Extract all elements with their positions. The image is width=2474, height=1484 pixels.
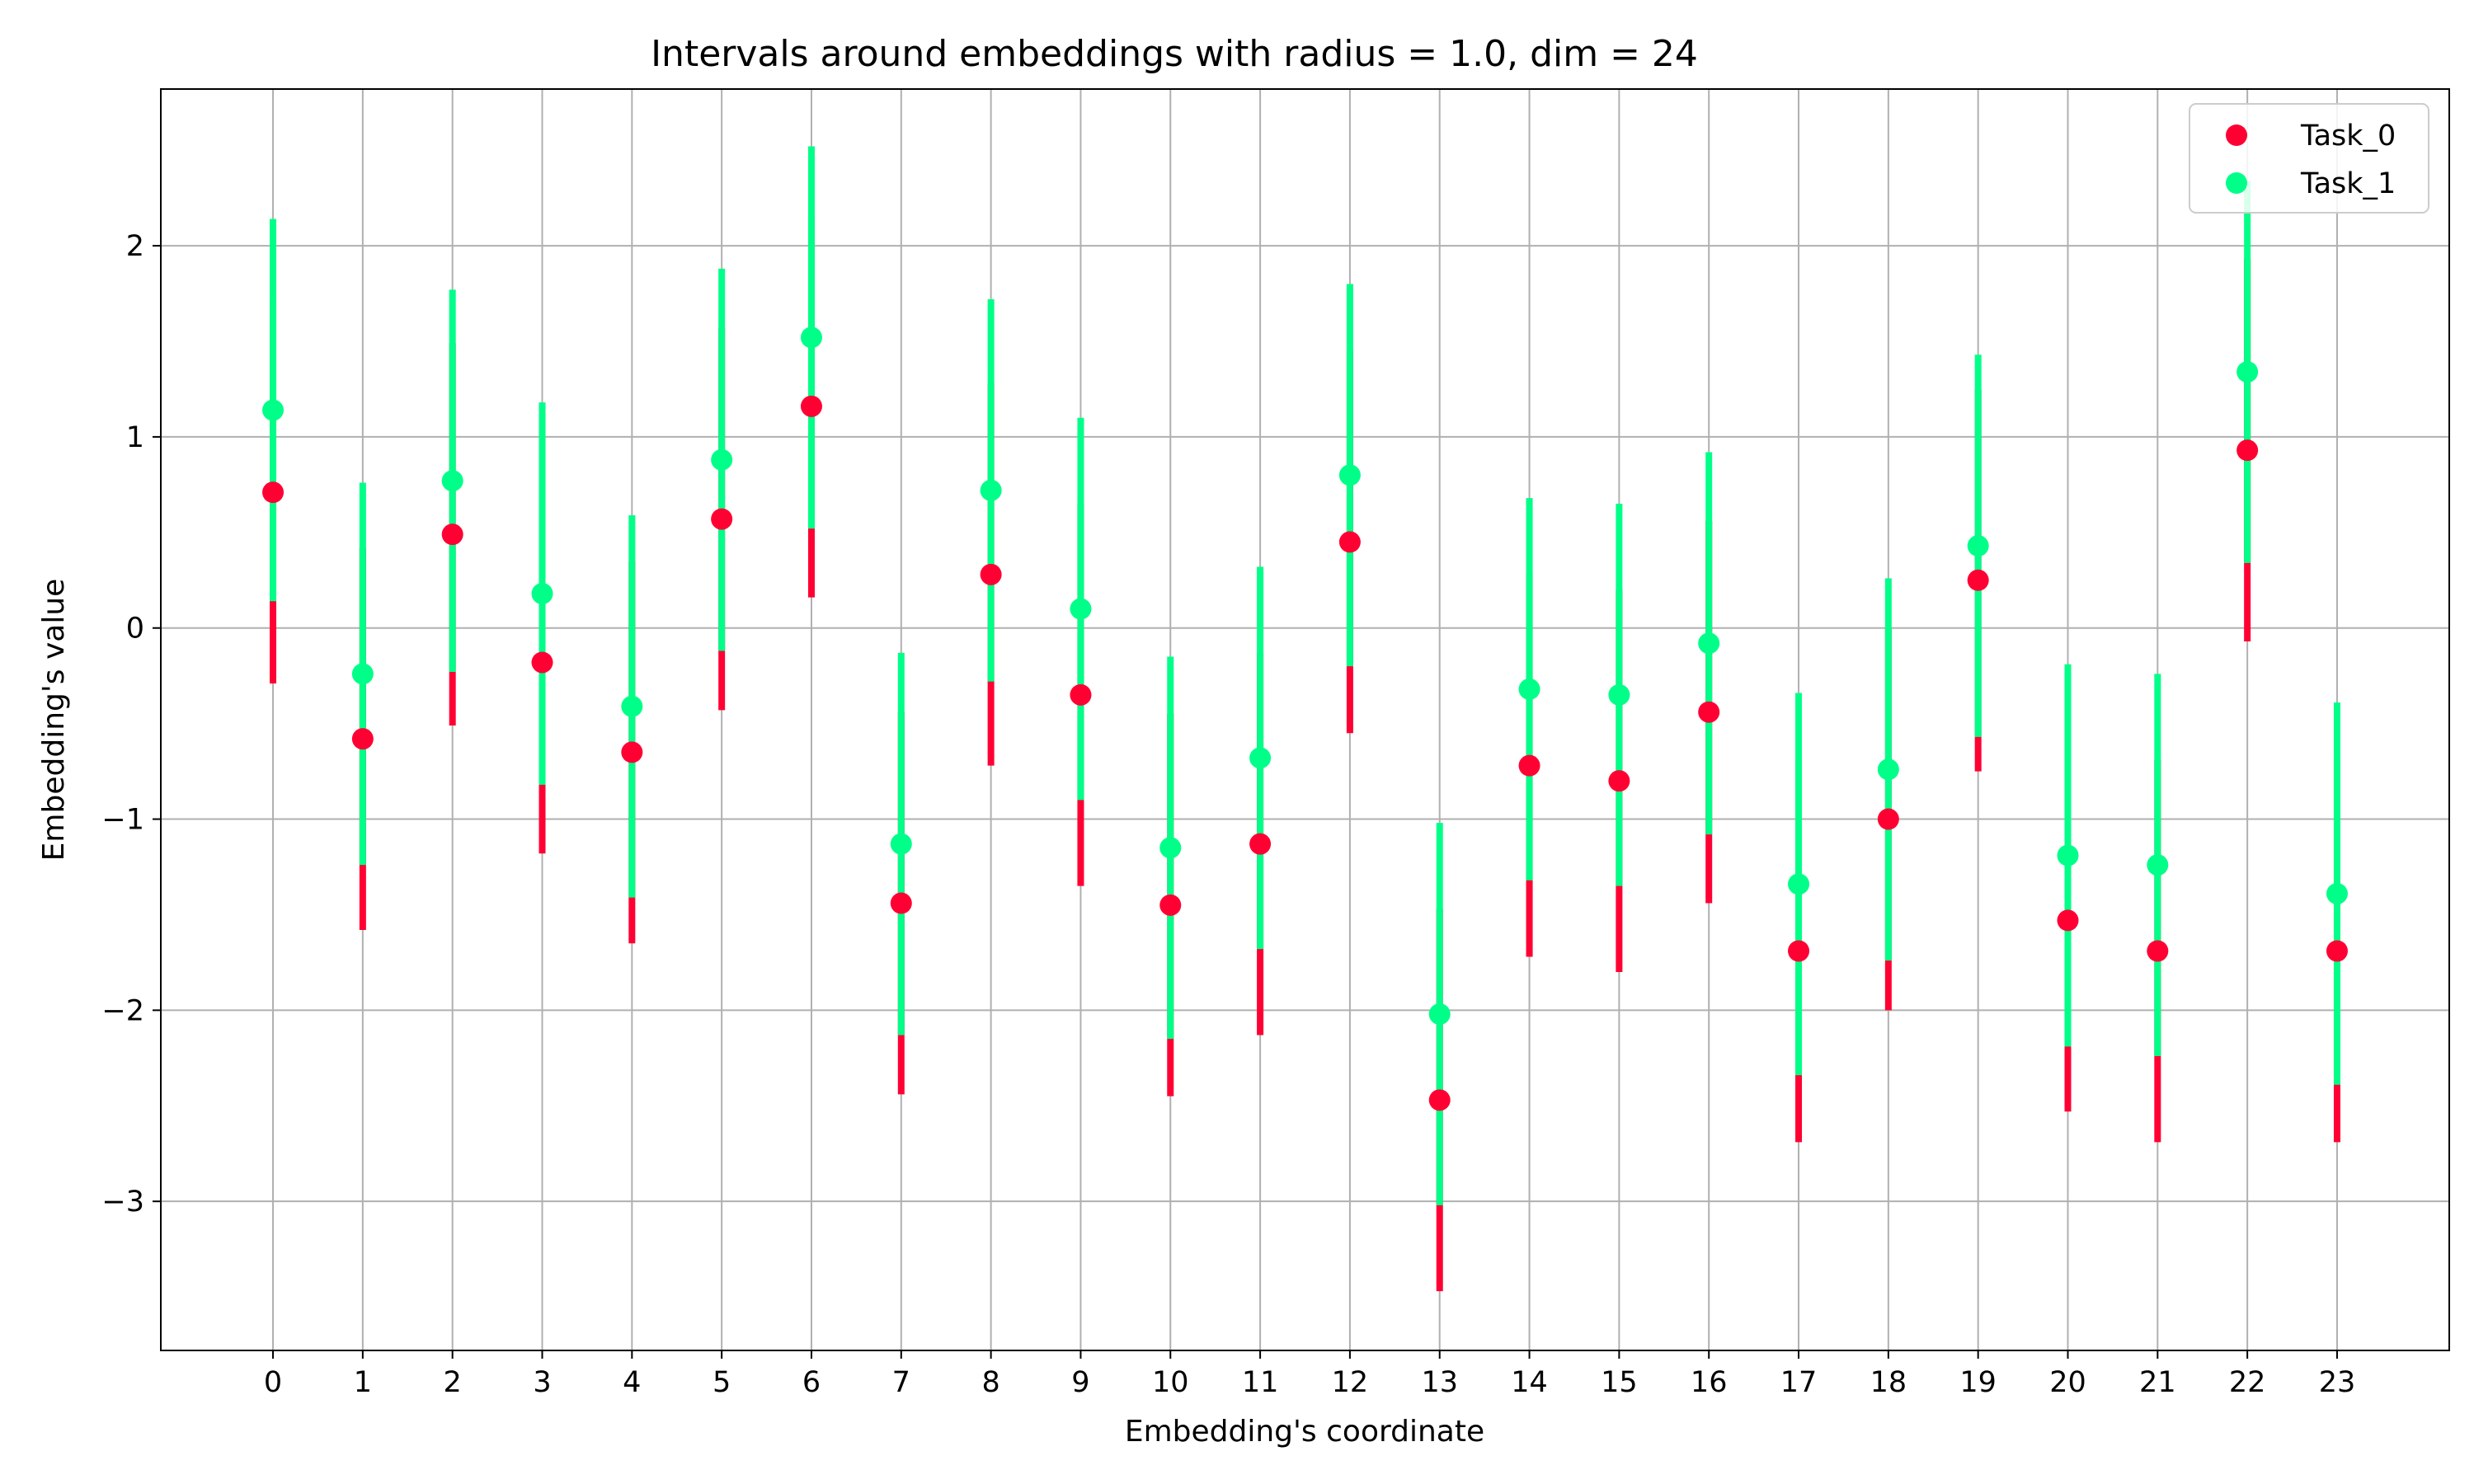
x-tick-label-22: 22 — [2229, 1366, 2266, 1399]
legend-marker-task-0 — [2226, 124, 2247, 146]
point-series-0-16 — [1698, 701, 1720, 723]
points — [262, 326, 2348, 1111]
point-series-1-20 — [2057, 844, 2079, 866]
point-series-1-17 — [1788, 873, 1810, 895]
point-series-0-11 — [1249, 833, 1272, 855]
point-series-1-14 — [1518, 678, 1540, 700]
point-series-0-17 — [1788, 940, 1810, 962]
point-series-1-18 — [1877, 758, 1899, 781]
point-series-1-16 — [1698, 632, 1720, 655]
point-series-1-23 — [2326, 882, 2348, 904]
y-axis-label: Embedding's value — [37, 579, 71, 862]
x-tick-label-2: 2 — [444, 1366, 462, 1399]
point-series-0-15 — [1608, 770, 1630, 792]
x-tick-label-0: 0 — [264, 1366, 282, 1399]
x-tick-label-4: 4 — [623, 1366, 641, 1399]
point-series-0-18 — [1877, 808, 1899, 830]
point-series-1-11 — [1249, 747, 1272, 769]
x-tick-label-15: 15 — [1601, 1366, 1638, 1399]
point-series-1-0 — [262, 399, 285, 421]
point-series-1-2 — [441, 470, 463, 492]
x-tick-label-8: 8 — [981, 1366, 999, 1399]
point-series-1-15 — [1608, 683, 1630, 706]
plot-frame — [160, 88, 2450, 1351]
point-series-1-12 — [1338, 464, 1361, 486]
legend-label-task-0: Task_0 — [2300, 120, 2396, 153]
point-series-0-1 — [351, 728, 374, 750]
intervals — [270, 146, 2340, 1292]
point-series-0-2 — [441, 524, 463, 546]
point-series-0-14 — [1518, 754, 1540, 777]
x-tick-label-10: 10 — [1152, 1366, 1189, 1399]
x-tick-label-13: 13 — [1421, 1366, 1458, 1399]
point-series-0-20 — [2057, 909, 2079, 932]
x-tick-label-7: 7 — [892, 1366, 910, 1399]
point-series-1-8 — [980, 479, 1002, 501]
y-tick-label-0: −3 — [101, 1186, 144, 1219]
point-series-0-12 — [1338, 531, 1361, 553]
point-series-1-6 — [800, 326, 822, 349]
point-series-0-4 — [621, 741, 643, 763]
point-series-0-8 — [980, 563, 1002, 585]
point-series-1-13 — [1428, 1003, 1451, 1025]
point-series-0-21 — [2147, 940, 2169, 962]
point-series-1-9 — [1070, 598, 1092, 620]
point-series-1-5 — [711, 448, 733, 471]
x-tick-label-14: 14 — [1511, 1366, 1548, 1399]
point-series-1-10 — [1159, 837, 1182, 859]
x-tick-label-18: 18 — [1870, 1366, 1907, 1399]
x-tick-label-20: 20 — [2049, 1366, 2086, 1399]
point-series-0-5 — [711, 508, 733, 530]
x-tick-label-19: 19 — [1959, 1366, 1997, 1399]
x-axis-ticks: 0 1 2 3 4 5 6 7 8 9 10 11 12 13 14 15 16 17 18 19 20 21 22 23 — [264, 1350, 2355, 1399]
x-tick-label-12: 12 — [1332, 1366, 1369, 1399]
chart-title: Intervals around embeddings with radius … — [651, 33, 1698, 75]
y-tick-label-5: 2 — [126, 230, 144, 263]
x-tick-label-21: 21 — [2139, 1366, 2176, 1399]
y-axis-ticks: −3 −2 −1 0 1 2 — [101, 230, 161, 1219]
y-tick-label-1: −2 — [101, 994, 144, 1027]
point-series-1-4 — [621, 695, 643, 717]
y-tick-label-4: 1 — [126, 421, 144, 454]
point-series-0-10 — [1159, 894, 1182, 916]
point-series-0-19 — [1967, 569, 1989, 591]
legend-marker-task-1 — [2226, 172, 2247, 194]
point-series-0-23 — [2326, 940, 2348, 962]
point-series-1-21 — [2147, 854, 2169, 876]
point-series-1-1 — [351, 663, 374, 685]
point-series-1-3 — [531, 583, 553, 604]
point-series-1-7 — [890, 833, 912, 855]
x-tick-label-6: 6 — [802, 1366, 821, 1399]
x-tick-label-9: 9 — [1071, 1366, 1089, 1399]
x-tick-label-17: 17 — [1780, 1366, 1818, 1399]
x-tick-label-3: 3 — [533, 1366, 551, 1399]
x-axis-label: Embedding's coordinate — [1125, 1415, 1484, 1449]
legend-box — [2189, 103, 2429, 214]
point-series-0-9 — [1070, 683, 1092, 706]
x-tick-label-1: 1 — [354, 1366, 372, 1399]
point-series-0-6 — [800, 395, 822, 417]
point-series-1-22 — [2236, 361, 2259, 383]
legend: Task_0 Task_1 — [2189, 103, 2429, 214]
x-tick-label-23: 23 — [2319, 1366, 2356, 1399]
y-tick-label-2: −1 — [101, 804, 144, 837]
point-series-0-13 — [1428, 1089, 1451, 1111]
x-tick-label-16: 16 — [1691, 1366, 1728, 1399]
point-series-0-0 — [262, 481, 285, 504]
x-tick-label-11: 11 — [1242, 1366, 1279, 1399]
point-series-1-19 — [1967, 535, 1989, 557]
point-series-0-22 — [2236, 439, 2259, 462]
point-series-0-3 — [531, 651, 553, 674]
legend-label-task-1: Task_1 — [2300, 167, 2396, 200]
x-tick-label-5: 5 — [713, 1366, 731, 1399]
grid — [161, 89, 2449, 1350]
y-tick-label-3: 0 — [126, 613, 144, 646]
point-series-0-7 — [890, 892, 912, 914]
